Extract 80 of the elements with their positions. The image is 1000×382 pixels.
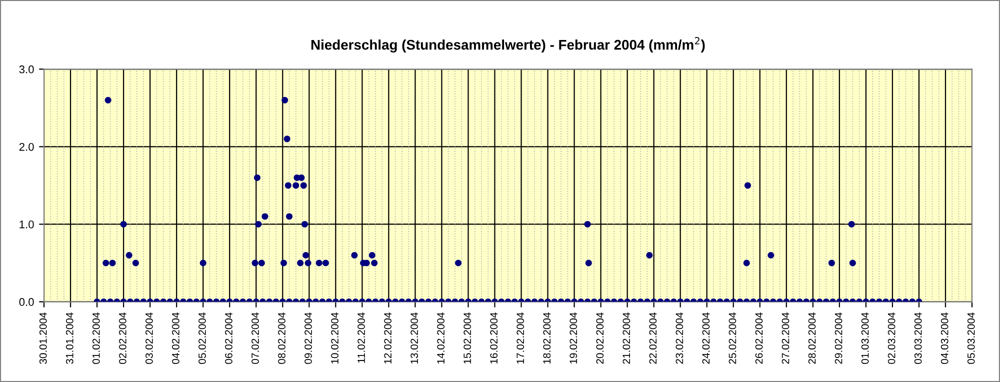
x-tick-label: 08.02.2004 — [278, 312, 286, 364]
x-tick-label: 14.02.2004 — [437, 312, 445, 364]
point — [368, 252, 376, 259]
point — [455, 260, 462, 266]
point — [200, 260, 206, 266]
x-tick-label: 12.02.2004 — [384, 312, 392, 364]
x-tick-label: 16.02.2004 — [490, 312, 498, 364]
x-tick-label: 20.02.2004 — [596, 312, 604, 364]
point — [286, 213, 293, 220]
point — [849, 260, 856, 266]
x-tick-label: 02.03.2004 — [888, 312, 896, 364]
point — [584, 220, 591, 228]
point — [126, 252, 132, 259]
x-tick-label: 28.02.2004 — [808, 312, 816, 364]
x-tick-label: 02.02.2004 — [118, 312, 126, 364]
point — [298, 174, 305, 181]
x-tick-label: 04.02.2004 — [172, 312, 180, 364]
x-tick-label: 22.02.2004 — [649, 312, 657, 364]
y-tick-label: 0.0 — [19, 298, 34, 306]
x-tick-label: 09.02.2004 — [304, 312, 312, 364]
point — [280, 260, 287, 266]
x-tick-label: 03.02.2004 — [145, 312, 153, 364]
x-tick-label: 01.02.2004 — [92, 312, 100, 364]
x-tick-label: 13.02.2004 — [410, 312, 418, 364]
x-tick-label: 18.02.2004 — [543, 312, 551, 364]
point — [300, 182, 307, 189]
x-tick-label: 30.01.2004 — [39, 312, 47, 364]
x-tick-label: 04.03.2004 — [940, 312, 948, 364]
y-tick-label: 1.0 — [20, 220, 34, 228]
x-tick-label: 10.02.2004 — [331, 312, 338, 364]
point — [297, 260, 304, 266]
point — [301, 220, 308, 228]
point — [292, 182, 300, 189]
point — [848, 220, 855, 228]
x-tick-label: 06.02.2004 — [225, 312, 232, 364]
point — [258, 260, 265, 266]
point — [104, 96, 112, 104]
y-tick-label: 3.0 — [19, 65, 34, 74]
point — [322, 260, 329, 266]
point — [282, 96, 288, 104]
point — [304, 260, 312, 266]
point — [109, 260, 116, 266]
chart-title: Niederschlag (Stundesammelwerte) - Februar 2004 (mm/m$^{2}$) — [311, 37, 705, 53]
point — [284, 182, 292, 189]
point — [743, 260, 750, 266]
point — [646, 252, 653, 259]
x-tick-label: 19.02.2004 — [570, 312, 578, 364]
x-tick-label: 15.02.2004 — [464, 312, 472, 364]
point — [252, 260, 258, 266]
x-tick-label: 24.02.2004 — [702, 312, 710, 364]
point — [120, 220, 127, 228]
point — [302, 252, 310, 259]
x-tick-label: 21.02.2004 — [622, 312, 630, 364]
x-tick-label: 25.02.2004 — [728, 312, 736, 364]
point — [284, 136, 290, 142]
x-tick-label: 03.03.2004 — [914, 312, 922, 364]
x-tick-label: 05.03.2004 — [967, 312, 975, 364]
point — [316, 260, 322, 266]
point — [255, 220, 262, 228]
point — [262, 213, 268, 220]
point — [828, 260, 835, 266]
x-tick-label: 27.02.2004 — [782, 312, 790, 364]
point — [254, 174, 260, 181]
point — [351, 252, 358, 259]
point — [102, 260, 110, 266]
x-tick-label: 17.02.2004 — [516, 312, 524, 364]
point — [371, 260, 378, 266]
point — [744, 182, 751, 189]
x-tick-label: 26.02.2004 — [755, 312, 763, 364]
y-tick-label: 2.0 — [19, 142, 34, 151]
point — [585, 260, 592, 266]
x-tick-label: 05.02.2004 — [198, 312, 206, 364]
point — [768, 252, 774, 259]
x-tick-label: 07.02.2004 — [252, 312, 259, 364]
x-tick-label: 01.03.2004 — [861, 312, 869, 364]
x-tick-label: 31.01.2004 — [66, 312, 74, 364]
x-tick-label: 11.02.2004 — [358, 312, 365, 363]
x-tick-label: 29.02.2004 — [834, 312, 842, 364]
x-tick-label: 23.02.2004 — [676, 312, 684, 364]
point — [132, 260, 139, 266]
